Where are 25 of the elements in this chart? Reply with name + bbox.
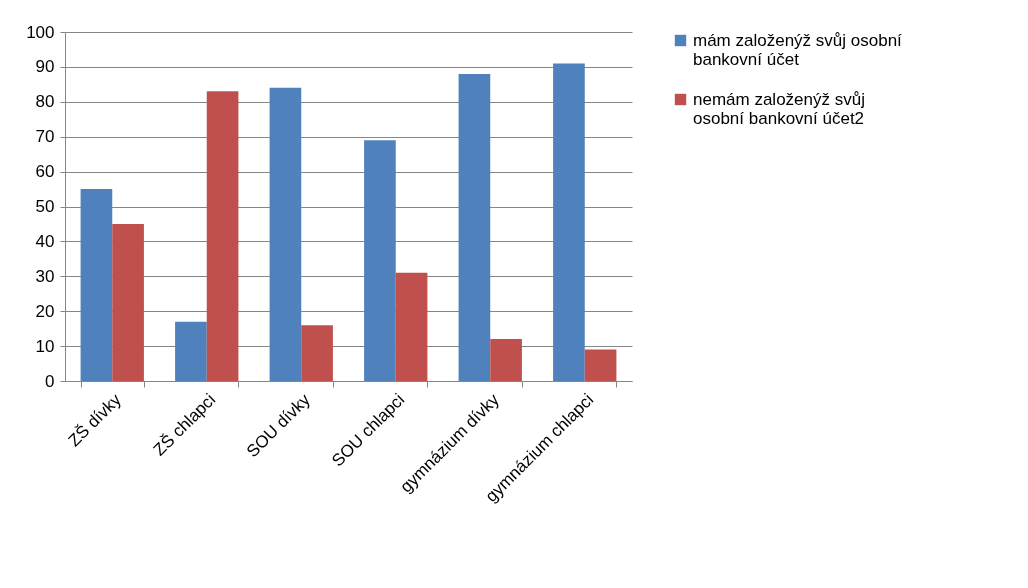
y-tick-label: 10 bbox=[35, 336, 55, 356]
bar bbox=[206, 91, 239, 381]
y-tick-label: 60 bbox=[35, 162, 55, 182]
y-tick-label: 50 bbox=[35, 197, 55, 216]
y-tick-label: 90 bbox=[35, 57, 55, 77]
bar bbox=[395, 272, 428, 381]
y-tick-label: 30 bbox=[35, 266, 55, 286]
legend-label: mám založenýž svůj osobní bankovní účet bbox=[693, 30, 903, 69]
bar bbox=[458, 73, 491, 381]
bar bbox=[112, 223, 144, 381]
y-tick-label: 40 bbox=[35, 231, 55, 251]
bar bbox=[553, 63, 585, 381]
y-tick-label: 20 bbox=[35, 301, 55, 321]
bar bbox=[490, 339, 522, 381]
y-tick-label: 100 bbox=[26, 22, 55, 42]
bar bbox=[80, 189, 113, 381]
legend-label: nemám založenýž svůj osobní bankovní účet2 bbox=[693, 89, 865, 128]
bar bbox=[364, 140, 396, 381]
bar bbox=[175, 321, 207, 381]
y-tick-label: 70 bbox=[35, 127, 55, 147]
bar bbox=[301, 325, 333, 381]
bar bbox=[584, 349, 617, 381]
y-tick-label: 80 bbox=[35, 92, 55, 112]
bar bbox=[269, 87, 302, 381]
y-tick-label: 0 bbox=[45, 371, 55, 391]
